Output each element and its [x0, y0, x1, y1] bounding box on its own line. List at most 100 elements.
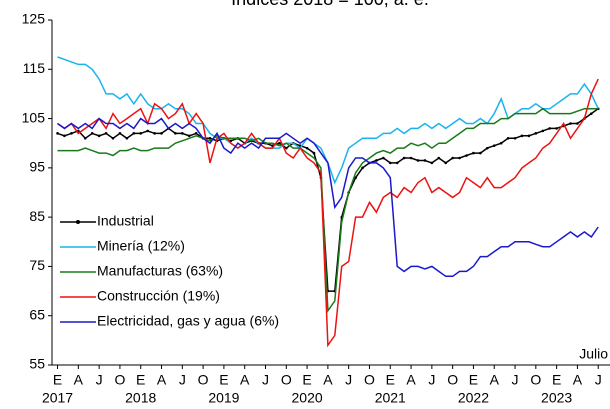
point — [458, 156, 461, 160]
point — [90, 132, 94, 135]
point — [97, 134, 101, 138]
point — [451, 156, 454, 160]
x-tick-label: J — [179, 372, 186, 388]
point — [160, 132, 163, 135]
x-tick-label: E — [302, 372, 311, 388]
year-label: 2017 — [42, 390, 73, 406]
point — [382, 156, 385, 160]
point — [486, 146, 489, 150]
x-tick-label: J — [345, 372, 352, 388]
x-tick-label: E — [469, 372, 478, 388]
point — [492, 144, 496, 147]
year-label: 2023 — [541, 390, 572, 406]
y-tick-label: 75 — [29, 257, 45, 273]
x-tick-label: E — [386, 372, 395, 388]
point — [284, 146, 288, 150]
point — [423, 159, 427, 162]
y-tick-label: 55 — [29, 356, 45, 372]
point — [555, 127, 558, 130]
x-tick-label: O — [447, 372, 458, 388]
point — [430, 161, 434, 165]
point — [146, 129, 149, 133]
point — [472, 151, 475, 155]
point — [305, 146, 309, 150]
point — [395, 161, 399, 165]
point — [153, 132, 156, 135]
x-tick-label: A — [490, 372, 500, 388]
year-label: 2022 — [458, 390, 489, 406]
series-line — [57, 117, 599, 278]
point — [83, 136, 87, 140]
legend-marker — [76, 220, 80, 224]
point — [70, 132, 73, 135]
x-tick-label: E — [53, 372, 62, 388]
point — [416, 159, 420, 162]
y-tick-label: 105 — [22, 109, 46, 125]
point — [388, 161, 392, 165]
point — [361, 166, 364, 170]
y-tick-label: 85 — [29, 208, 45, 224]
point — [174, 132, 177, 135]
x-tick-label: E — [552, 372, 561, 388]
year-label: 2018 — [125, 390, 156, 406]
point — [312, 151, 316, 155]
x-tick-label: A — [74, 372, 84, 388]
y-tick-label: 65 — [29, 306, 45, 322]
legend-label: Construcción (19%) — [97, 288, 220, 304]
legend-label: Electricidad, gas y agua (6%) — [97, 313, 279, 329]
y-tick-label: 125 — [22, 11, 46, 27]
point — [104, 132, 108, 135]
point — [527, 134, 531, 138]
point — [139, 132, 143, 135]
point — [181, 132, 184, 135]
point — [534, 132, 538, 135]
point — [187, 134, 191, 138]
point — [208, 136, 212, 140]
x-tick-label: A — [573, 372, 583, 388]
point — [111, 136, 115, 140]
point — [520, 134, 524, 138]
point — [499, 141, 503, 145]
point — [63, 134, 66, 138]
point — [479, 151, 482, 155]
point — [194, 132, 198, 135]
point — [444, 161, 448, 165]
annotation: Julio — [579, 346, 608, 362]
plot-area — [56, 56, 600, 348]
year-label: 2020 — [292, 390, 323, 406]
legend-label: Manufacturas (63%) — [97, 263, 223, 279]
point — [354, 176, 357, 180]
x-tick-label: J — [96, 372, 103, 388]
x-tick-label: J — [262, 372, 269, 388]
x-tick-label: A — [323, 372, 333, 388]
x-tick-label: J — [595, 372, 602, 388]
point — [541, 129, 545, 133]
point — [506, 136, 510, 140]
point — [409, 156, 413, 160]
point — [576, 122, 579, 125]
point — [132, 132, 136, 135]
x-tick-label: O — [114, 372, 125, 388]
point — [56, 132, 59, 135]
x-tick-label: E — [136, 372, 145, 388]
point — [437, 156, 441, 160]
x-tick-label: O — [364, 372, 375, 388]
point — [125, 136, 129, 140]
chart-title: Índices 2018 = 100, a. e. — [231, 0, 429, 9]
point — [278, 141, 281, 145]
x-tick-label: J — [428, 372, 435, 388]
series-line — [57, 107, 599, 314]
point — [118, 132, 122, 135]
legend-label: Industrial — [97, 213, 154, 229]
point — [513, 136, 517, 140]
x-tick-label: A — [157, 372, 167, 388]
x-tick-label: A — [240, 372, 250, 388]
y-tick-label: 95 — [29, 159, 45, 175]
point — [569, 122, 572, 125]
year-label: 2019 — [208, 390, 239, 406]
x-tick-label: O — [198, 372, 209, 388]
point — [465, 154, 468, 157]
point — [375, 159, 378, 162]
legend-label: Minería (12%) — [97, 238, 185, 254]
